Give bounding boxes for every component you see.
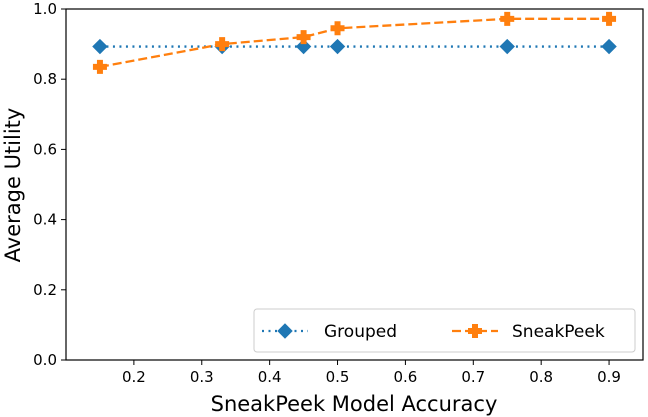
data-point-sneakpeek	[500, 11, 515, 26]
data-point-sneakpeek	[92, 59, 107, 74]
x-tick-label: 0.9	[597, 368, 621, 386]
series-line-sneakpeek	[99, 17, 610, 69]
x-tick-label: 0.4	[258, 368, 282, 386]
y-axis-ticks: 0.0 0.2 0.4 0.6 0.8 1.0	[33, 0, 66, 369]
x-axis-ticks: 0.2 0.3 0.4 0.5 0.6 0.7 0.8 0.9	[122, 360, 621, 386]
data-point-sneakpeek	[330, 21, 345, 36]
legend-box	[253, 308, 636, 353]
legend-swatch-sneakpeek	[452, 324, 498, 338]
y-tick-label: 0.0	[33, 351, 57, 369]
legend-label-sneakpeek: SneakPeek	[512, 322, 605, 342]
y-tick-label: 1.0	[33, 0, 57, 18]
x-tick-label: 0.6	[393, 368, 417, 386]
data-point-grouped	[499, 38, 515, 55]
legend-marker	[277, 323, 293, 339]
data-point-grouped	[295, 38, 312, 55]
x-tick-label: 0.2	[122, 368, 146, 386]
x-tick-label: 0.3	[190, 368, 214, 386]
x-axis-label: SneakPeek Model Accuracy	[211, 392, 498, 416]
chart-marks	[92, 11, 617, 74]
y-axis-label: Average Utility	[1, 108, 25, 263]
legend-swatch-grouped	[262, 323, 308, 339]
data-point-sneakpeek	[215, 37, 230, 52]
x-tick-label: 0.8	[529, 368, 553, 386]
legend: Grouped SneakPeek	[253, 308, 636, 353]
data-point-grouped	[601, 38, 617, 55]
plot-frame	[65, 8, 644, 361]
y-tick-label: 0.6	[33, 140, 57, 158]
x-tick-label: 0.5	[326, 368, 350, 386]
legend-marker	[468, 324, 482, 338]
data-point-sneakpeek	[602, 11, 617, 26]
data-point-sneakpeek	[296, 30, 311, 45]
data-point-grouped	[329, 38, 346, 55]
data-point-grouped	[92, 38, 108, 55]
y-tick-label: 0.2	[33, 281, 57, 299]
x-tick-label: 0.7	[461, 368, 485, 386]
y-tick-label: 0.4	[33, 211, 57, 229]
legend-label-grouped: Grouped	[324, 322, 397, 342]
y-tick-label: 0.8	[33, 70, 57, 88]
